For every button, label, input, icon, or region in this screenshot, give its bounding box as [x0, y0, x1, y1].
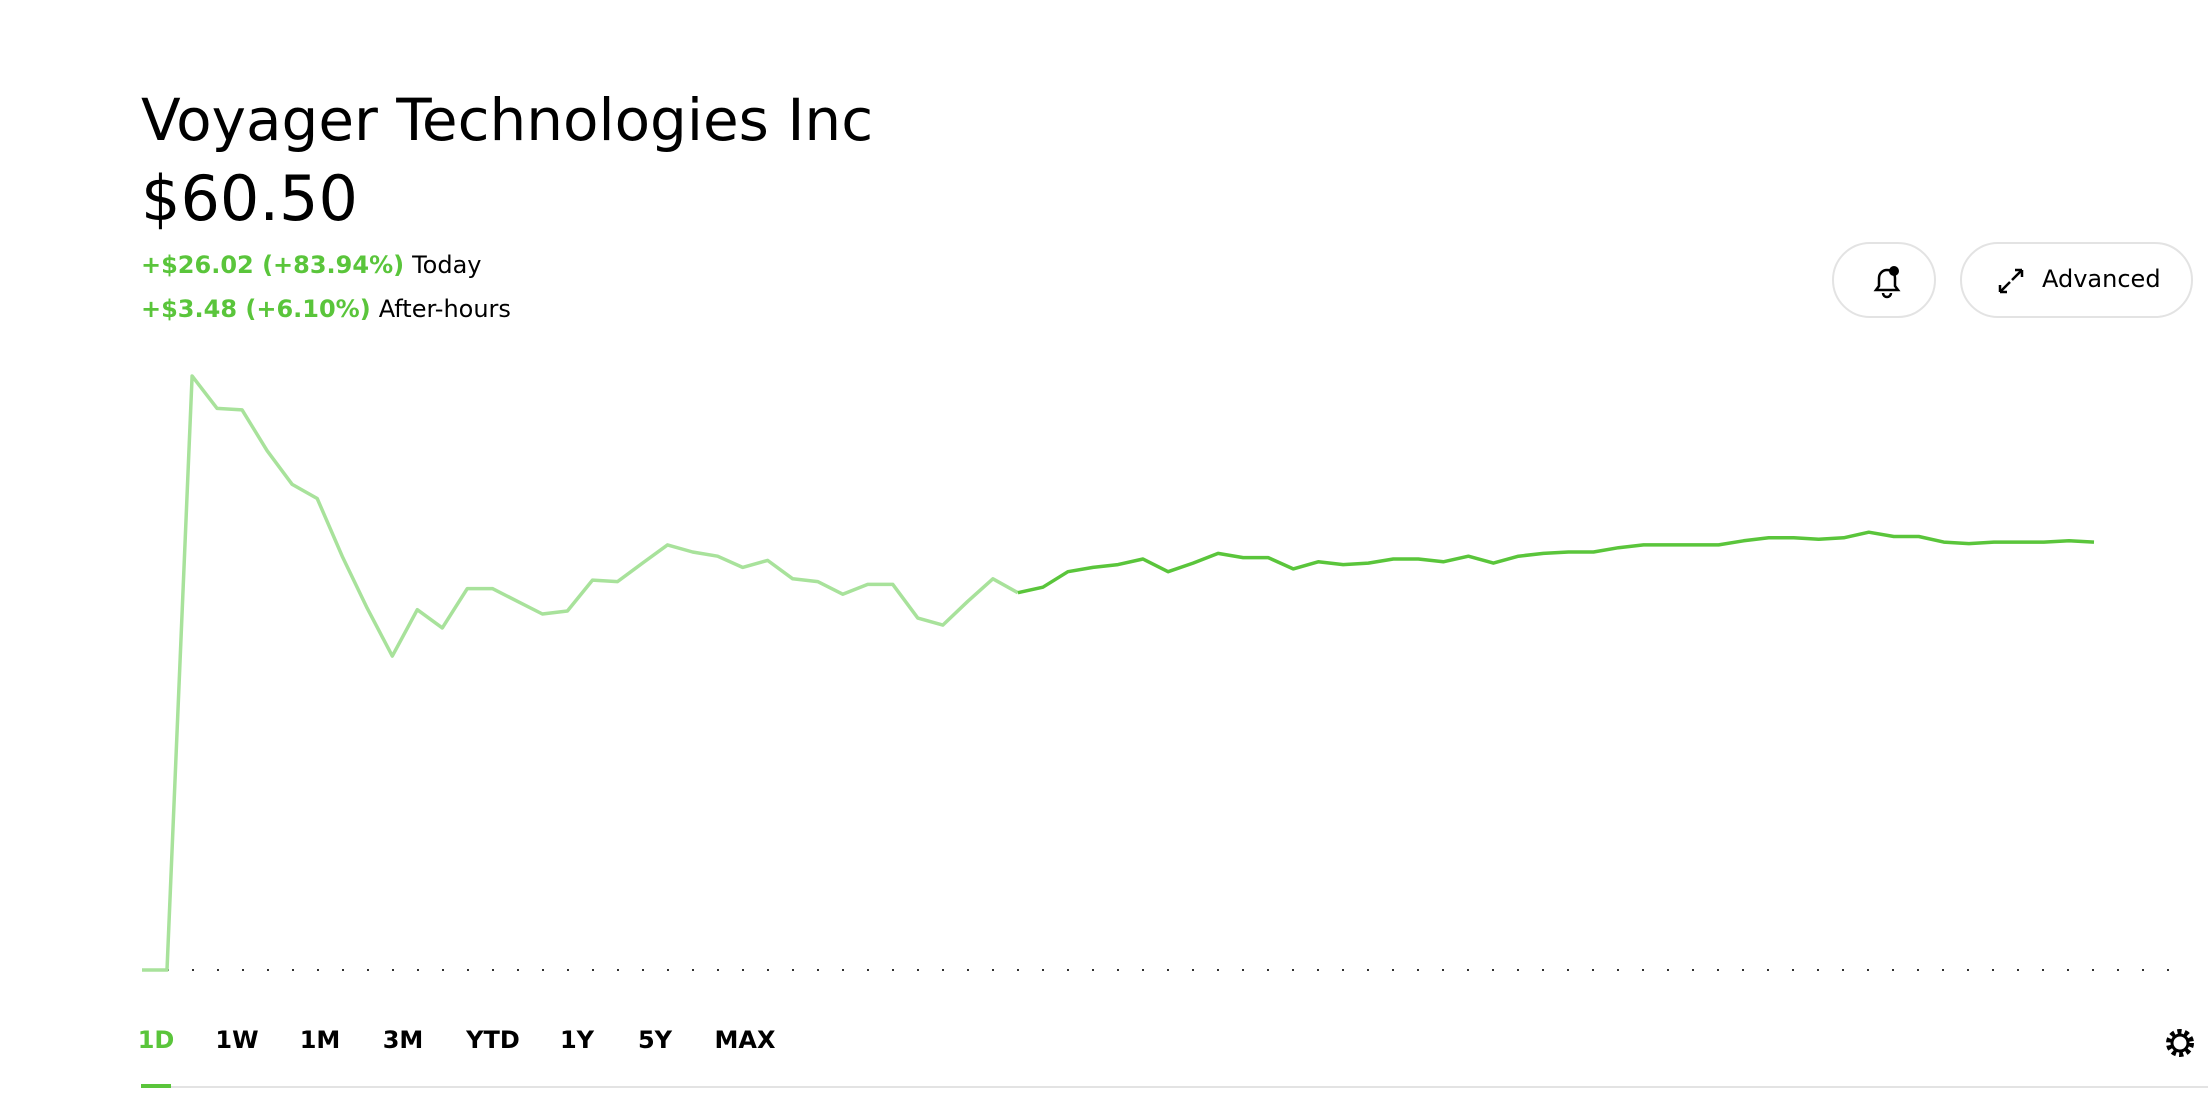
- range-tab[interactable]: 5Y: [638, 1026, 673, 1054]
- after-hours-label: After-hours: [379, 295, 511, 323]
- advanced-button-bg: [1960, 242, 2193, 318]
- range-tabs: 1D 1W 1M 3M YTD 1Y 5Y MAX: [138, 1026, 776, 1054]
- after-hours-line: +$3.48 (+6.10%) After-hours: [141, 295, 511, 323]
- bell-plus: [1889, 266, 1899, 276]
- range-tab[interactable]: 3M: [383, 1026, 424, 1054]
- after-hours-change: +$3.48 (+6.10%): [141, 295, 371, 323]
- gear-body: [2170, 1033, 2190, 1053]
- range-tab[interactable]: MAX: [715, 1026, 776, 1054]
- advanced-button[interactable]: Advanced: [1960, 242, 2193, 318]
- range-tab[interactable]: 1M: [300, 1026, 341, 1054]
- today-label: Today: [411, 251, 481, 279]
- alert-button[interactable]: [1832, 242, 1936, 318]
- range-tab[interactable]: YTD: [465, 1026, 520, 1054]
- bell-icon: [1873, 268, 1901, 299]
- tab-underline: [141, 1084, 171, 1088]
- gear-teeth: [2166, 1029, 2194, 1057]
- range-tab[interactable]: 1D: [138, 1026, 175, 1054]
- today-line: +$26.02 (+83.94%) Today: [141, 251, 482, 279]
- range-tab[interactable]: 1W: [215, 1026, 258, 1054]
- today-change: +$26.02 (+83.94%): [141, 251, 404, 279]
- price-line: [1017, 530, 2095, 595]
- range-tab[interactable]: 1Y: [560, 1026, 595, 1054]
- advanced-label: Advanced: [2042, 265, 2161, 293]
- price-line: [142, 374, 1019, 972]
- alert-button-bg: [1832, 242, 1936, 318]
- settings-icon[interactable]: [2166, 1029, 2194, 1057]
- stock-price: $60.50: [141, 162, 358, 235]
- expand-icon: [1998, 268, 2024, 294]
- stock-title: Voyager Technologies Inc: [141, 86, 873, 154]
